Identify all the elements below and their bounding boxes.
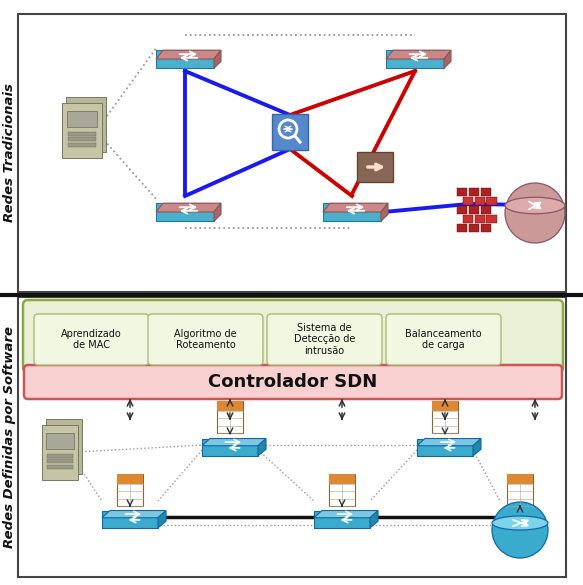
FancyBboxPatch shape [386, 314, 501, 365]
Text: Algoritmo de
Roteamento: Algoritmo de Roteamento [174, 329, 237, 350]
FancyBboxPatch shape [469, 206, 479, 214]
Polygon shape [202, 439, 266, 446]
FancyBboxPatch shape [329, 474, 355, 484]
FancyBboxPatch shape [486, 197, 497, 205]
FancyBboxPatch shape [463, 215, 473, 222]
FancyBboxPatch shape [18, 297, 566, 577]
FancyBboxPatch shape [475, 215, 485, 222]
FancyBboxPatch shape [67, 111, 97, 128]
FancyBboxPatch shape [156, 203, 214, 221]
FancyBboxPatch shape [386, 50, 444, 68]
Polygon shape [370, 511, 378, 528]
FancyBboxPatch shape [66, 97, 106, 152]
FancyBboxPatch shape [148, 314, 263, 365]
FancyBboxPatch shape [486, 215, 497, 222]
Polygon shape [323, 203, 388, 212]
FancyBboxPatch shape [217, 401, 243, 411]
FancyBboxPatch shape [469, 224, 479, 232]
FancyBboxPatch shape [217, 401, 243, 433]
FancyBboxPatch shape [475, 197, 485, 205]
FancyBboxPatch shape [480, 224, 491, 232]
Polygon shape [417, 439, 481, 446]
Polygon shape [102, 511, 166, 518]
FancyBboxPatch shape [117, 474, 143, 484]
Polygon shape [258, 439, 266, 456]
FancyBboxPatch shape [62, 102, 102, 157]
Polygon shape [473, 439, 481, 456]
FancyBboxPatch shape [314, 511, 370, 528]
Ellipse shape [492, 516, 548, 530]
Text: Controlador SDN: Controlador SDN [208, 373, 378, 391]
Circle shape [505, 183, 565, 243]
FancyBboxPatch shape [457, 188, 468, 195]
FancyBboxPatch shape [463, 197, 473, 205]
FancyBboxPatch shape [272, 114, 308, 150]
FancyBboxPatch shape [46, 433, 73, 449]
FancyBboxPatch shape [47, 453, 73, 457]
Polygon shape [314, 511, 378, 518]
Polygon shape [214, 50, 221, 68]
FancyBboxPatch shape [47, 464, 73, 469]
FancyBboxPatch shape [357, 152, 393, 182]
Polygon shape [158, 511, 166, 528]
FancyBboxPatch shape [329, 474, 355, 506]
Polygon shape [381, 203, 388, 221]
Text: Balanceamento
de carga: Balanceamento de carga [405, 329, 482, 350]
FancyBboxPatch shape [156, 50, 214, 68]
FancyBboxPatch shape [34, 314, 149, 365]
Polygon shape [444, 50, 451, 68]
Text: Redes Tradicionais: Redes Tradicionais [3, 84, 16, 222]
FancyBboxPatch shape [42, 425, 78, 480]
FancyBboxPatch shape [102, 511, 158, 528]
Text: Redes Definidas por Software: Redes Definidas por Software [3, 326, 16, 548]
Polygon shape [156, 50, 221, 59]
FancyBboxPatch shape [323, 203, 381, 221]
Text: Aprendizado
de MAC: Aprendizado de MAC [61, 329, 122, 350]
FancyBboxPatch shape [432, 401, 458, 411]
FancyBboxPatch shape [267, 314, 382, 365]
FancyBboxPatch shape [117, 474, 143, 506]
FancyBboxPatch shape [432, 401, 458, 433]
FancyBboxPatch shape [68, 137, 96, 141]
Circle shape [492, 502, 548, 558]
Text: Aplicações de Rede: Aplicações de Rede [48, 317, 214, 332]
Text: Sistema de
Detecção de
intrusão: Sistema de Detecção de intrusão [294, 323, 355, 356]
FancyBboxPatch shape [480, 188, 491, 195]
FancyBboxPatch shape [68, 143, 96, 146]
Ellipse shape [505, 197, 565, 214]
FancyBboxPatch shape [24, 365, 562, 399]
FancyBboxPatch shape [469, 188, 479, 195]
FancyBboxPatch shape [507, 474, 533, 484]
FancyBboxPatch shape [46, 418, 82, 473]
FancyBboxPatch shape [507, 474, 533, 506]
FancyBboxPatch shape [202, 439, 258, 456]
FancyBboxPatch shape [23, 300, 563, 372]
FancyBboxPatch shape [457, 224, 468, 232]
FancyBboxPatch shape [457, 206, 468, 214]
FancyBboxPatch shape [480, 206, 491, 214]
FancyBboxPatch shape [18, 14, 566, 292]
FancyBboxPatch shape [68, 132, 96, 136]
Polygon shape [386, 50, 451, 59]
Polygon shape [156, 203, 221, 212]
FancyBboxPatch shape [417, 439, 473, 456]
Polygon shape [214, 203, 221, 221]
FancyBboxPatch shape [47, 459, 73, 463]
